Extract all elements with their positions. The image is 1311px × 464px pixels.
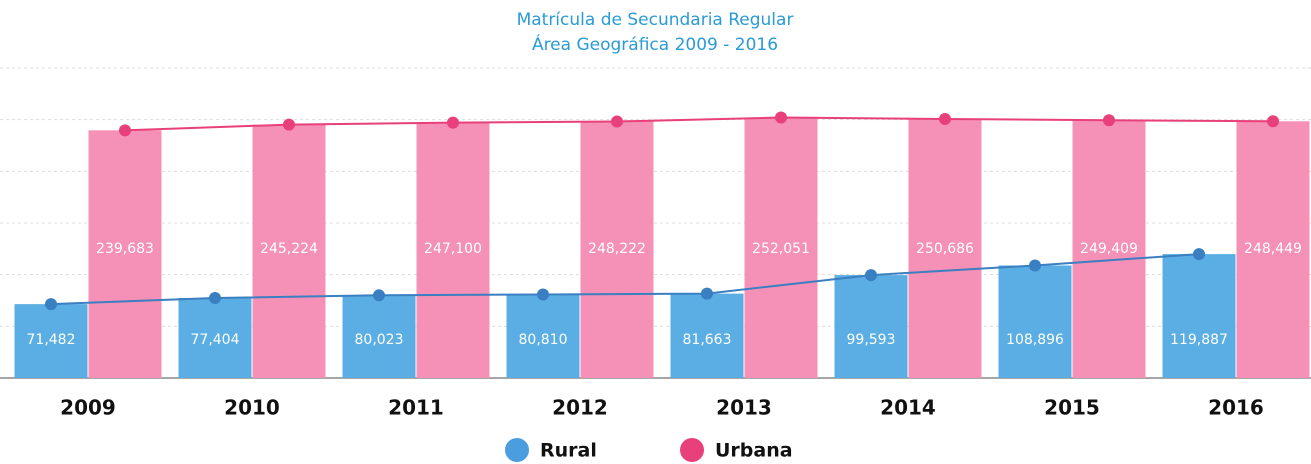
value-label: 245,224 — [260, 241, 318, 257]
bar — [580, 121, 654, 378]
line-point — [865, 269, 877, 282]
value-label: 249,409 — [1080, 241, 1138, 257]
x-tick-label: 2014 — [880, 396, 936, 420]
legend-label: Urbana — [715, 440, 793, 462]
bar — [744, 117, 818, 378]
value-label: 248,222 — [588, 241, 646, 257]
value-label: 77,404 — [191, 332, 240, 348]
line-point — [1267, 115, 1279, 128]
bar — [1162, 254, 1236, 378]
value-label: 71,482 — [27, 332, 76, 348]
line-point — [119, 124, 131, 137]
legend-label: Rural — [540, 440, 597, 462]
bar — [506, 294, 580, 378]
value-label: 119,887 — [1170, 332, 1228, 348]
bar — [670, 293, 744, 378]
bar — [342, 295, 416, 378]
value-label: 99,593 — [847, 332, 896, 348]
value-label: 80,810 — [519, 332, 568, 348]
chart-subtitle: Área Geográfica 2009 - 2016 — [532, 33, 778, 55]
bar — [908, 118, 982, 379]
line-point — [1029, 259, 1041, 272]
line-point — [701, 287, 713, 300]
x-tick-label: 2013 — [716, 396, 772, 420]
value-label: 250,686 — [916, 241, 974, 257]
bar — [252, 124, 326, 378]
x-tick-label: 2016 — [1208, 396, 1264, 420]
value-label: 247,100 — [424, 241, 482, 257]
bar — [88, 130, 162, 378]
value-label: 81,663 — [683, 332, 732, 348]
bar — [14, 304, 88, 378]
line-point — [373, 289, 385, 302]
legend-swatch — [680, 438, 704, 462]
line-point — [447, 116, 459, 129]
line-point — [1103, 114, 1115, 127]
bar — [1236, 121, 1310, 379]
line-point — [283, 118, 295, 131]
bar — [416, 122, 490, 378]
value-label: 239,683 — [96, 241, 154, 257]
chart-title: Matrícula de Secundaria Regular — [517, 10, 794, 30]
value-label: 108,896 — [1006, 332, 1064, 348]
line-point — [939, 112, 951, 125]
bar — [1072, 120, 1146, 378]
x-tick-label: 2011 — [388, 396, 444, 420]
series-line — [124, 116, 1274, 132]
series-line — [50, 253, 1200, 306]
bar — [998, 265, 1072, 378]
line-point — [1193, 248, 1205, 261]
line-point — [611, 115, 623, 128]
value-label: 252,051 — [752, 241, 810, 257]
x-tick-label: 2012 — [552, 396, 608, 420]
legend-swatch — [505, 438, 529, 462]
line-point — [537, 288, 549, 301]
x-tick-label: 2009 — [60, 396, 116, 420]
value-label: 80,023 — [355, 332, 404, 348]
bar — [178, 298, 252, 378]
line-point — [775, 111, 787, 124]
line-point — [45, 298, 57, 311]
x-tick-label: 2015 — [1044, 396, 1100, 420]
bar — [834, 275, 908, 378]
x-tick-label: 2010 — [224, 396, 280, 420]
line-point — [209, 292, 221, 305]
value-label: 248,449 — [1244, 241, 1302, 257]
